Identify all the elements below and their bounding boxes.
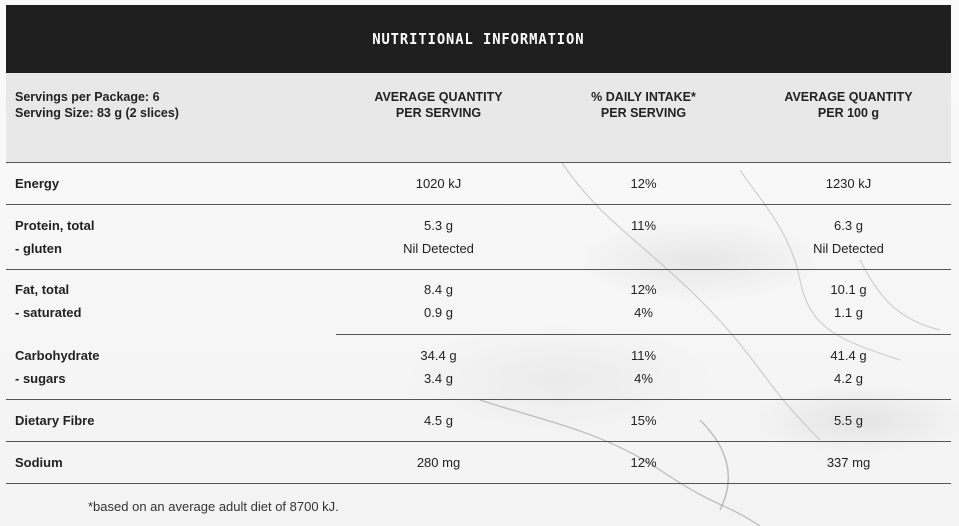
nutrient-name: Sodium	[15, 455, 63, 470]
daily-intake-value: 12%	[630, 455, 657, 470]
per-serving-value: 1020 kJ	[415, 176, 462, 191]
row-divider	[6, 334, 951, 335]
per-100g-value: 1230 kJ	[825, 176, 872, 191]
serving-size: Serving Size: 83 g (2 slices)	[15, 106, 179, 120]
nutrient-name: Energy	[15, 176, 60, 191]
per-serving-value: 5.3 g Nil Detected	[403, 218, 474, 256]
per-serving-value: 8.4 g 0.9 g	[424, 282, 453, 320]
per-100g-value: 337 mg	[826, 455, 871, 470]
table-row-carbohydrate: Carbohydrate - sugars 34.4 g 3.4 g 11% 4…	[6, 335, 951, 400]
servings-per-package: Servings per Package: 6	[15, 90, 160, 104]
nutrient-name: Protein, total - gluten	[15, 218, 95, 256]
per-100g-value: 5.5 g	[834, 413, 863, 428]
nutrient-name: Dietary Fibre	[15, 413, 95, 428]
daily-intake-value: 12%	[630, 176, 657, 191]
table-row-fat: Fat, total - saturated 8.4 g 0.9 g 12% 4…	[6, 270, 951, 334]
title-bar: NUTRITIONAL INFORMATION	[6, 5, 951, 73]
col-header-daily-intake: % DAILY INTAKE* PER SERVING	[591, 90, 696, 120]
daily-intake-value: 11%	[630, 218, 657, 233]
table-header: Servings per Package: 6 Serving Size: 83…	[6, 73, 951, 163]
per-100g-value: 41.4 g 4.2 g	[830, 348, 867, 386]
per-100g-value: 6.3 g Nil Detected	[813, 218, 884, 256]
per-serving-value: 34.4 g 3.4 g	[420, 348, 457, 386]
daily-intake-value: 15%	[630, 413, 657, 428]
table-row-energy: Energy 1020 kJ 12% 1230 kJ	[6, 163, 951, 205]
panel-title: NUTRITIONAL INFORMATION	[372, 30, 585, 48]
footnote: *based on an average adult diet of 8700 …	[88, 499, 339, 514]
col-header-per-100g: AVERAGE QUANTITY PER 100 g	[784, 90, 913, 120]
col-header-per-serving: AVERAGE QUANTITY PER SERVING	[374, 90, 503, 120]
table-row-protein: Protein, total - gluten 5.3 g Nil Detect…	[6, 205, 951, 270]
daily-intake-value: 12% 4%	[630, 282, 657, 320]
nutrient-name: Carbohydrate - sugars	[15, 348, 100, 386]
nutrient-name: Fat, total - saturated	[15, 282, 82, 320]
per-serving-value: 4.5 g	[424, 413, 453, 428]
per-100g-value: 10.1 g 1.1 g	[830, 282, 867, 320]
serving-info: Servings per Package: 6 Serving Size: 83…	[6, 89, 336, 121]
per-serving-value: 280 mg	[416, 455, 461, 470]
nutrition-panel: NUTRITIONAL INFORMATION Servings per Pac…	[6, 5, 951, 484]
daily-intake-value: 11% 4%	[630, 348, 657, 386]
table-row-sodium: Sodium 280 mg 12% 337 mg	[6, 442, 951, 484]
table-row-dietary-fibre: Dietary Fibre 4.5 g 15% 5.5 g	[6, 400, 951, 442]
